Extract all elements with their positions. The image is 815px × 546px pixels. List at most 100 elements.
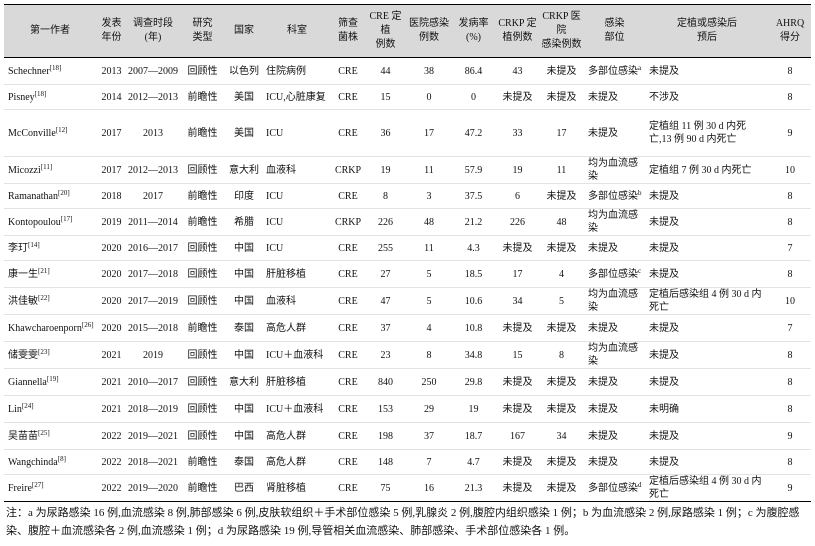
author-name: Giannella	[8, 376, 47, 388]
table-cell: CRKP	[332, 156, 364, 184]
footnote: 注：a 为尿路感染 16 例,血流感染 8 例,肺部感染 6 例,皮肤软组织＋手…	[6, 507, 800, 537]
table-cell: 储雯雯[23]	[4, 341, 96, 369]
table-cell: 2016—2017	[127, 235, 179, 261]
table-cell: 住院病例	[262, 57, 332, 85]
table-cell: Lin[24]	[4, 395, 96, 423]
table-cell: 2017	[127, 183, 179, 209]
table-cell: 8	[407, 341, 451, 369]
table-cell: 2012—2013	[127, 156, 179, 184]
table-cell: 8	[769, 57, 811, 85]
table-cell: 18.5	[451, 260, 496, 288]
table-cell: ICU	[262, 109, 332, 157]
column-header: 感染 部位	[584, 4, 645, 58]
table-cell: 2017—2019	[127, 287, 179, 315]
table-row: Lin[24] 2021 2018—2019 回顾性 中国 ICU＋血液科 CRE 153 29…	[4, 395, 811, 423]
table-cell: 2014	[96, 84, 127, 110]
table-row: Micozzi[11] 2017 2012—2013 回顾性 意大利 血液科 CRKP 19 1…	[4, 156, 811, 184]
table-cell: 44	[364, 57, 407, 85]
table-cell: 未提及	[645, 235, 769, 261]
table-row: 李玎[14] 2020 2016—2017 回顾性 中国 ICU CRE 255 11 4.3 未提…	[4, 235, 811, 261]
reference: [25]	[38, 428, 50, 437]
table-cell: 回顾性	[179, 156, 226, 184]
table-cell: 回顾性	[179, 235, 226, 261]
table-cell: CRE	[332, 260, 364, 288]
table-cell: 153	[364, 395, 407, 423]
table-cell: 2019	[127, 341, 179, 369]
table-cell: 34.8	[451, 341, 496, 369]
table-cell: 洪佳敏[22]	[4, 287, 96, 315]
table-cell: 5	[407, 287, 451, 315]
author-name: 洪佳敏	[8, 295, 38, 307]
table-cell: 2021	[96, 368, 127, 396]
table-cell: 未提及	[496, 449, 539, 475]
table-cell: 21.2	[451, 208, 496, 236]
table-cell: 前瞻性	[179, 84, 226, 110]
table-cell: 多部位感染b	[584, 183, 645, 209]
reference: [24]	[21, 401, 34, 410]
table-cell: 多部位感染c	[584, 260, 645, 288]
table-cell: Ramanathan[20]	[4, 183, 96, 209]
data-table: 第一作者 发表 年份 调查时段 (年) 研究 类型 国家 科室 筛查 菌株 CRE 定植 例数…	[4, 4, 811, 502]
cell-text: 多部位感染	[588, 65, 638, 77]
table-cell: 未提及	[645, 57, 769, 85]
table-cell: 前瞻性	[179, 449, 226, 475]
table-cell: 中国	[226, 260, 262, 288]
column-header: 发病率 (%)	[451, 4, 496, 58]
table-cell: 2018—2019	[127, 395, 179, 423]
column-header: 第一作者	[4, 4, 96, 58]
table-cell: 3	[407, 183, 451, 209]
table-cell: CRE	[332, 287, 364, 315]
column-header: CRKP 医院 感染例数	[539, 4, 584, 58]
table-cell: 以色列	[226, 57, 262, 85]
cell-text: 多部位感染	[588, 482, 638, 494]
table-cell: 中国	[226, 235, 262, 261]
reference: [18]	[34, 89, 47, 98]
column-header: 筛查 菌株	[332, 4, 364, 58]
reference: [19]	[46, 374, 59, 383]
table-cell: CRE	[332, 183, 364, 209]
table-cell: 10	[769, 156, 811, 184]
table-cell: 中国	[226, 395, 262, 423]
table-cell: 48	[407, 208, 451, 236]
table-cell: 226	[364, 208, 407, 236]
reference: [27]	[31, 480, 44, 489]
table-cell: 198	[364, 422, 407, 450]
footnote-mark: d	[638, 480, 642, 489]
author-name: 储雯雯	[8, 349, 38, 361]
table-cell: 未提及	[645, 183, 769, 209]
column-header: 定植或感染后 预后	[645, 4, 769, 58]
table-cell: 57.9	[451, 156, 496, 184]
table-cell: 回顾性	[179, 368, 226, 396]
table-cell: 34	[496, 287, 539, 315]
table-cell: 回顾性	[179, 260, 226, 288]
table-cell: 2020	[96, 287, 127, 315]
column-header: 科室	[262, 4, 332, 58]
table-cell: 回顾性	[179, 395, 226, 423]
table-body: Schechner[18] 2013 2007—2009 回顾性 以色列 住院病例 CRE 4…	[4, 57, 811, 502]
table-cell: 6	[496, 183, 539, 209]
table-cell: 86.4	[451, 57, 496, 85]
column-header: 发表 年份	[96, 4, 127, 58]
table-cell: CRE	[332, 341, 364, 369]
table-cell: CRE	[332, 395, 364, 423]
table-cell: 未提及	[539, 368, 584, 396]
table-cell: 定植后感染组 4 例 30 d 内死亡	[645, 287, 769, 315]
table-row: Kontopoulou[17] 2019 2011—2014 前瞻性 希腊 ICU CRKP…	[4, 208, 811, 236]
table-cell: 47.2	[451, 109, 496, 157]
table-cell: 肝脏移植	[262, 260, 332, 288]
table-row: 储雯雯[23] 2021 2019 回顾性 中国 ICU＋血液科 CRE 23 8 34.8 15 8…	[4, 341, 811, 369]
table-cell: Wangchinda[8]	[4, 449, 96, 475]
table-row: 洪佳敏[22] 2020 2017—2019 回顾性 中国 血液科 CRE 47 5 10.6 34…	[4, 287, 811, 315]
table-cell: 未提及	[539, 395, 584, 423]
table-cell: CRE	[332, 368, 364, 396]
table-cell: 意大利	[226, 156, 262, 184]
table-cell: CRE	[332, 84, 364, 110]
table-cell: 2021	[96, 395, 127, 423]
table-cell: Kontopoulou[17]	[4, 208, 96, 236]
table-cell: 未提及	[645, 368, 769, 396]
table-cell: 未提及	[645, 314, 769, 342]
table-cell: 2018	[96, 183, 127, 209]
table-cell: 15	[496, 341, 539, 369]
table-cell: 回顾性	[179, 287, 226, 315]
table-cell: 未提及	[496, 314, 539, 342]
